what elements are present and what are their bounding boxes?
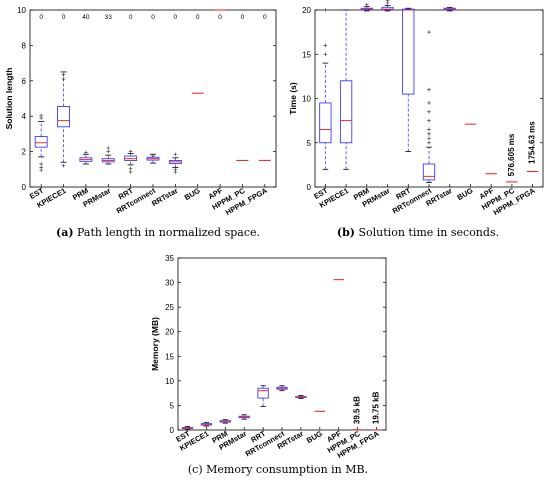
outlier-point bbox=[39, 162, 43, 166]
y-tick-label: 20 bbox=[165, 328, 174, 337]
y-tick-label: 15 bbox=[165, 352, 174, 361]
y-tick-label: 35 bbox=[165, 254, 174, 263]
y-tick-label: 0 bbox=[170, 426, 175, 435]
outlier-point bbox=[128, 170, 133, 174]
outlier-point bbox=[84, 150, 88, 155]
y-tick-label: 10 bbox=[302, 95, 311, 104]
top-count-label: 0 bbox=[62, 14, 66, 21]
data-annotation: 1754.63 ms bbox=[528, 121, 537, 164]
outlier-point bbox=[323, 43, 328, 48]
outlier-point bbox=[61, 72, 66, 77]
box bbox=[402, 8, 415, 95]
outlier-point bbox=[106, 149, 111, 154]
y-axis-label: Time (s) bbox=[288, 82, 298, 115]
y-tick-label: 2 bbox=[22, 148, 27, 157]
y-tick-label: 5 bbox=[307, 139, 312, 148]
x-tick-label: BUG bbox=[183, 186, 202, 202]
outlier-point bbox=[173, 167, 178, 172]
outlier-point bbox=[173, 152, 178, 157]
outlier-point bbox=[61, 77, 66, 81]
top-count-label: 0 bbox=[39, 14, 43, 21]
y-tick-label: 15 bbox=[302, 50, 311, 59]
y-tick-label: 10 bbox=[17, 6, 26, 15]
outlier-point bbox=[427, 132, 431, 136]
y-tick-label: 0 bbox=[307, 183, 312, 192]
outlier-point bbox=[427, 118, 431, 123]
outlier-point bbox=[427, 109, 431, 114]
y-tick-label: 20 bbox=[302, 6, 311, 15]
box bbox=[34, 136, 48, 148]
outlier-point bbox=[427, 136, 431, 141]
top-count-label: 33 bbox=[105, 14, 113, 21]
outlier-point bbox=[61, 163, 66, 168]
outlier-point bbox=[323, 52, 328, 57]
y-axis-label: Memory (MB) bbox=[150, 317, 160, 371]
y-tick-label: 10 bbox=[165, 377, 174, 386]
data-annotation: 19.75 kB bbox=[372, 391, 381, 424]
data-annotation: 576.605 ms bbox=[507, 133, 516, 176]
caption-b: (b) Solution time in seconds. bbox=[337, 226, 499, 239]
y-tick-label: 0 bbox=[22, 183, 27, 192]
y-tick-label: 4 bbox=[22, 112, 27, 121]
top-count-label: 0 bbox=[151, 14, 155, 21]
outlier-point bbox=[151, 154, 155, 158]
caption-c: (c) Memory consumption in MB. bbox=[188, 463, 368, 476]
box bbox=[57, 106, 70, 128]
y-tick-label: 25 bbox=[165, 303, 174, 312]
y-axis-label: Solution length bbox=[4, 68, 14, 130]
outlier-point bbox=[39, 168, 43, 172]
caption-a: (a) Path length in normalized space. bbox=[56, 226, 260, 239]
outlier-point bbox=[385, 0, 390, 3]
top-count-label: 0 bbox=[241, 14, 245, 21]
y-tick-label: 30 bbox=[165, 279, 174, 288]
outlier-point bbox=[39, 113, 43, 118]
outlier-point bbox=[128, 149, 133, 154]
y-tick-label: 5 bbox=[170, 401, 175, 410]
box bbox=[257, 387, 269, 399]
top-count-label: 0 bbox=[174, 14, 178, 21]
outlier-point bbox=[427, 140, 431, 145]
outlier-point bbox=[106, 146, 111, 150]
top-count-label: 0 bbox=[196, 14, 200, 21]
outlier-point bbox=[427, 101, 431, 105]
top-count-label: 0 bbox=[129, 14, 133, 21]
x-tick-label: BUG bbox=[456, 186, 475, 202]
outlier-point bbox=[427, 87, 431, 92]
top-count-label: 0 bbox=[218, 14, 222, 21]
box bbox=[422, 163, 436, 181]
top-count-label: 0 bbox=[263, 14, 267, 21]
box bbox=[319, 102, 332, 144]
y-tick-label: 8 bbox=[22, 41, 27, 50]
outlier-point bbox=[427, 30, 431, 34]
outlier-point bbox=[323, 8, 328, 12]
outlier-point bbox=[427, 127, 431, 132]
box bbox=[339, 80, 353, 144]
y-tick-label: 6 bbox=[22, 77, 27, 86]
x-tick-label: BUG bbox=[305, 429, 324, 445]
data-annotation: 39.5 kB bbox=[353, 396, 362, 424]
outlier-point bbox=[365, 2, 369, 7]
top-count-label: 40 bbox=[82, 14, 90, 21]
x-tick-label: RRTstar bbox=[150, 186, 179, 208]
outlier-point bbox=[128, 166, 133, 171]
